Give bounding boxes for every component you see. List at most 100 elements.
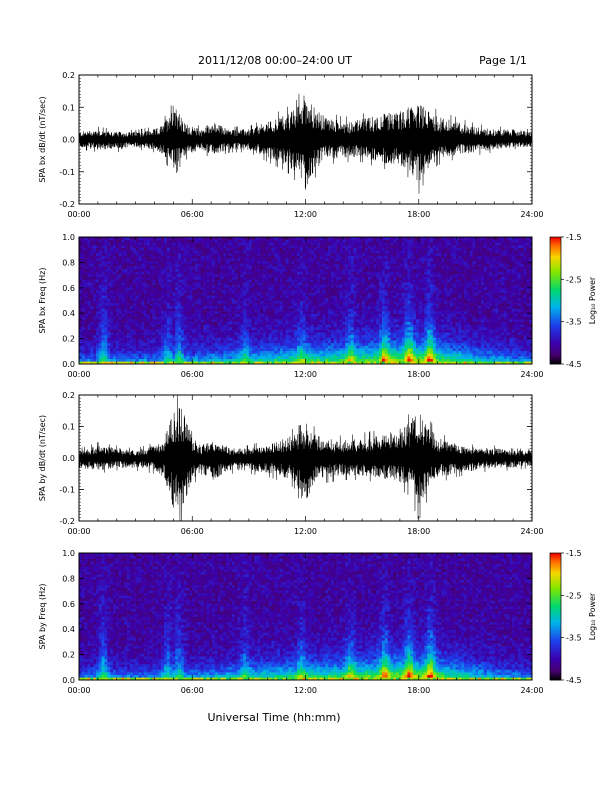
heat-cell (115, 300, 119, 304)
heat-cell (110, 311, 114, 315)
heat-cell (308, 263, 312, 267)
heat-cell (195, 300, 199, 304)
heat-cell (101, 303, 105, 307)
heat-cell (336, 300, 340, 304)
heat-cell (268, 263, 272, 267)
heat-cell (294, 255, 298, 259)
heat-cell (319, 361, 323, 365)
heat-cell (313, 266, 318, 270)
heat-cell (124, 247, 128, 251)
heat-cell (217, 268, 221, 272)
heat-cell (274, 274, 278, 277)
heat-cell (234, 247, 238, 251)
heat-cell (172, 342, 176, 346)
heat-cell (260, 292, 264, 296)
heat-cell (277, 258, 281, 262)
heat-cell (223, 305, 227, 309)
heat-cell (223, 274, 227, 277)
heat-cell (135, 260, 139, 264)
heat-cell (144, 305, 148, 309)
heat-cell (223, 237, 227, 240)
heat-cell (135, 350, 139, 354)
heat-cell (277, 239, 281, 243)
heat-cell (172, 255, 176, 259)
heat-cell (178, 289, 182, 293)
heat-cell (79, 268, 83, 272)
heat-cell (254, 305, 258, 309)
heat-cell (129, 239, 134, 243)
heat-cell (345, 263, 349, 267)
heat-cell (175, 247, 179, 251)
heat-cell (166, 303, 170, 307)
heat-cell (206, 337, 210, 341)
heat-cell (237, 326, 241, 330)
heat-cell (200, 287, 204, 291)
heat-cell (362, 353, 366, 357)
heat-cell (98, 252, 102, 256)
heat-cell (257, 260, 261, 264)
heat-cell (206, 313, 210, 317)
heat-cell (81, 361, 85, 365)
heat-cell (178, 311, 182, 315)
heat-cell (356, 252, 360, 256)
heat-cell (112, 316, 117, 320)
heat-cell (110, 289, 114, 293)
heat-cell (217, 276, 221, 280)
heat-cell (308, 345, 312, 349)
heat-cell (362, 281, 366, 285)
heat-cell (115, 321, 119, 325)
heat-cell (231, 258, 236, 262)
heat-cell (288, 321, 292, 325)
heat-cell (251, 287, 255, 291)
heat-cell (104, 287, 108, 291)
heat-cell (152, 311, 156, 315)
heat-cell (220, 337, 224, 341)
panel-1-series (78, 93, 533, 194)
heat-cell (183, 271, 187, 275)
heat-cell (110, 239, 114, 243)
heat-cell (254, 268, 258, 272)
heat-cell (285, 271, 289, 275)
heat-cell (166, 276, 170, 280)
heat-cell (226, 311, 230, 315)
heat-cell (169, 258, 173, 262)
heat-cell (118, 279, 122, 283)
heat-cell (200, 284, 204, 288)
heat-cell (336, 334, 340, 338)
heat-cell (234, 329, 238, 333)
heat-cell (229, 271, 233, 275)
heat-cell (311, 260, 315, 264)
heat-cell (280, 274, 284, 277)
heat-cell (305, 237, 309, 240)
heat-cell (158, 276, 162, 280)
heat-cell (254, 353, 258, 357)
heat-cell (146, 356, 151, 360)
heat-cell (308, 348, 312, 352)
heat-cell (328, 289, 332, 293)
heat-cell (197, 337, 202, 341)
heat-cell (112, 252, 117, 256)
heat-cell (297, 276, 301, 280)
heat-cell (325, 281, 329, 285)
heat-cell (180, 358, 185, 362)
heat-cell (203, 334, 207, 338)
heat-cell (172, 329, 176, 333)
heat-cell (243, 345, 247, 349)
heat-cell (155, 316, 159, 320)
heat-cell (316, 289, 320, 293)
heat-cell (350, 329, 354, 333)
heat-cell (280, 329, 284, 333)
heat-cell (135, 284, 139, 288)
heat-cell (299, 324, 303, 328)
heat-cell (127, 308, 131, 312)
heat-cell (316, 260, 320, 264)
heat-cell (197, 247, 202, 251)
heat-cell (127, 297, 131, 301)
heat-cell (231, 305, 236, 309)
heat-cell (345, 300, 349, 304)
heat-cell (214, 326, 219, 330)
heat-cell (112, 329, 117, 333)
heat-cell (144, 329, 148, 333)
heat-cell (141, 284, 145, 288)
heat-cell (183, 281, 187, 285)
